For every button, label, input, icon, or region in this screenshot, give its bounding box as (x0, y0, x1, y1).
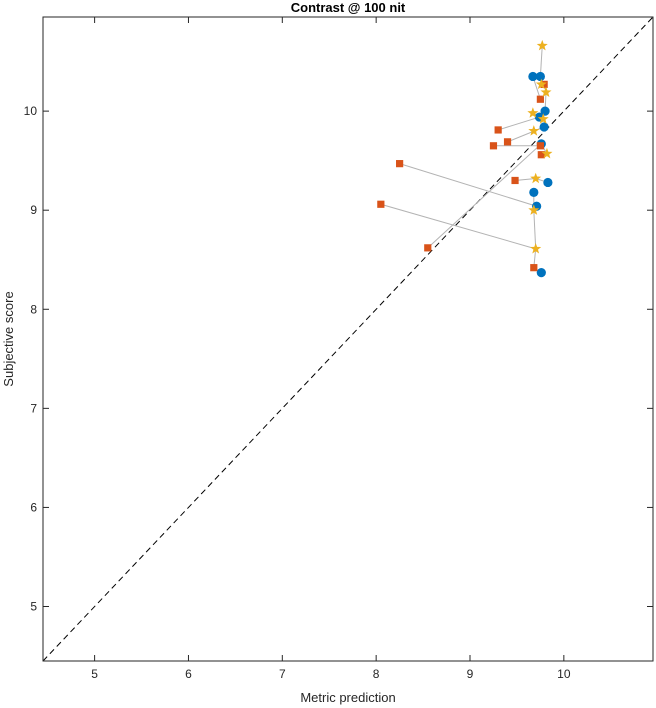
square-point (494, 126, 502, 134)
circle-point (529, 187, 539, 197)
circle-point (543, 177, 553, 188)
circle-point (539, 122, 549, 132)
y-tick-label: 6 (30, 500, 37, 514)
connector-line (498, 116, 540, 131)
x-tick-label: 6 (185, 667, 192, 681)
connector-line (380, 203, 536, 250)
y-axis-label: Subjective score (1, 291, 16, 386)
connector-line (399, 163, 537, 207)
y-tick-label: 7 (30, 401, 37, 415)
star-point (530, 243, 542, 254)
marker-layer (377, 39, 553, 278)
x-tick-label: 5 (91, 667, 98, 681)
square-point (489, 142, 498, 150)
circle-point (535, 71, 545, 82)
x-tick-label: 9 (467, 667, 474, 681)
square-point (530, 264, 538, 272)
reference-diagonal-line (42, 16, 654, 662)
star-point (537, 113, 549, 124)
y-tick-label: 10 (24, 104, 38, 118)
x-tick-label: 7 (279, 667, 286, 681)
y-tick-label: 9 (30, 203, 37, 217)
star-point (528, 125, 540, 136)
square-point (537, 151, 545, 159)
plot-frame (42, 16, 654, 662)
square-point (377, 200, 385, 208)
y-tick-label: 8 (30, 302, 37, 316)
circle-point (540, 106, 550, 116)
star-point (530, 172, 542, 184)
connector-layer (380, 45, 549, 274)
star-point (527, 107, 539, 118)
x-tick-label: 10 (557, 667, 571, 681)
square-point (536, 95, 544, 103)
reference-line-layer (42, 16, 654, 662)
connector-line (533, 210, 537, 249)
circle-point (528, 71, 538, 82)
x-axis-label: Metric prediction (300, 690, 395, 705)
square-point (503, 138, 512, 146)
connector-line (427, 143, 542, 249)
star-point (540, 86, 552, 97)
x-tick-label: 8 (373, 667, 380, 681)
square-point (424, 244, 432, 252)
connector-line (539, 45, 543, 77)
square-point (396, 160, 404, 168)
circle-point (536, 268, 546, 278)
y-tick-label: 5 (30, 600, 37, 614)
star-point (535, 78, 547, 90)
axis-layer: 5 6 7 8 9 10 5 6 7 8 9 10 (24, 16, 654, 681)
star-point (536, 39, 548, 51)
square-point (511, 176, 519, 185)
star-point (541, 147, 553, 159)
square-point (536, 142, 544, 150)
star-point (528, 204, 540, 215)
chart-title: Contrast @ 100 nit (291, 0, 406, 15)
